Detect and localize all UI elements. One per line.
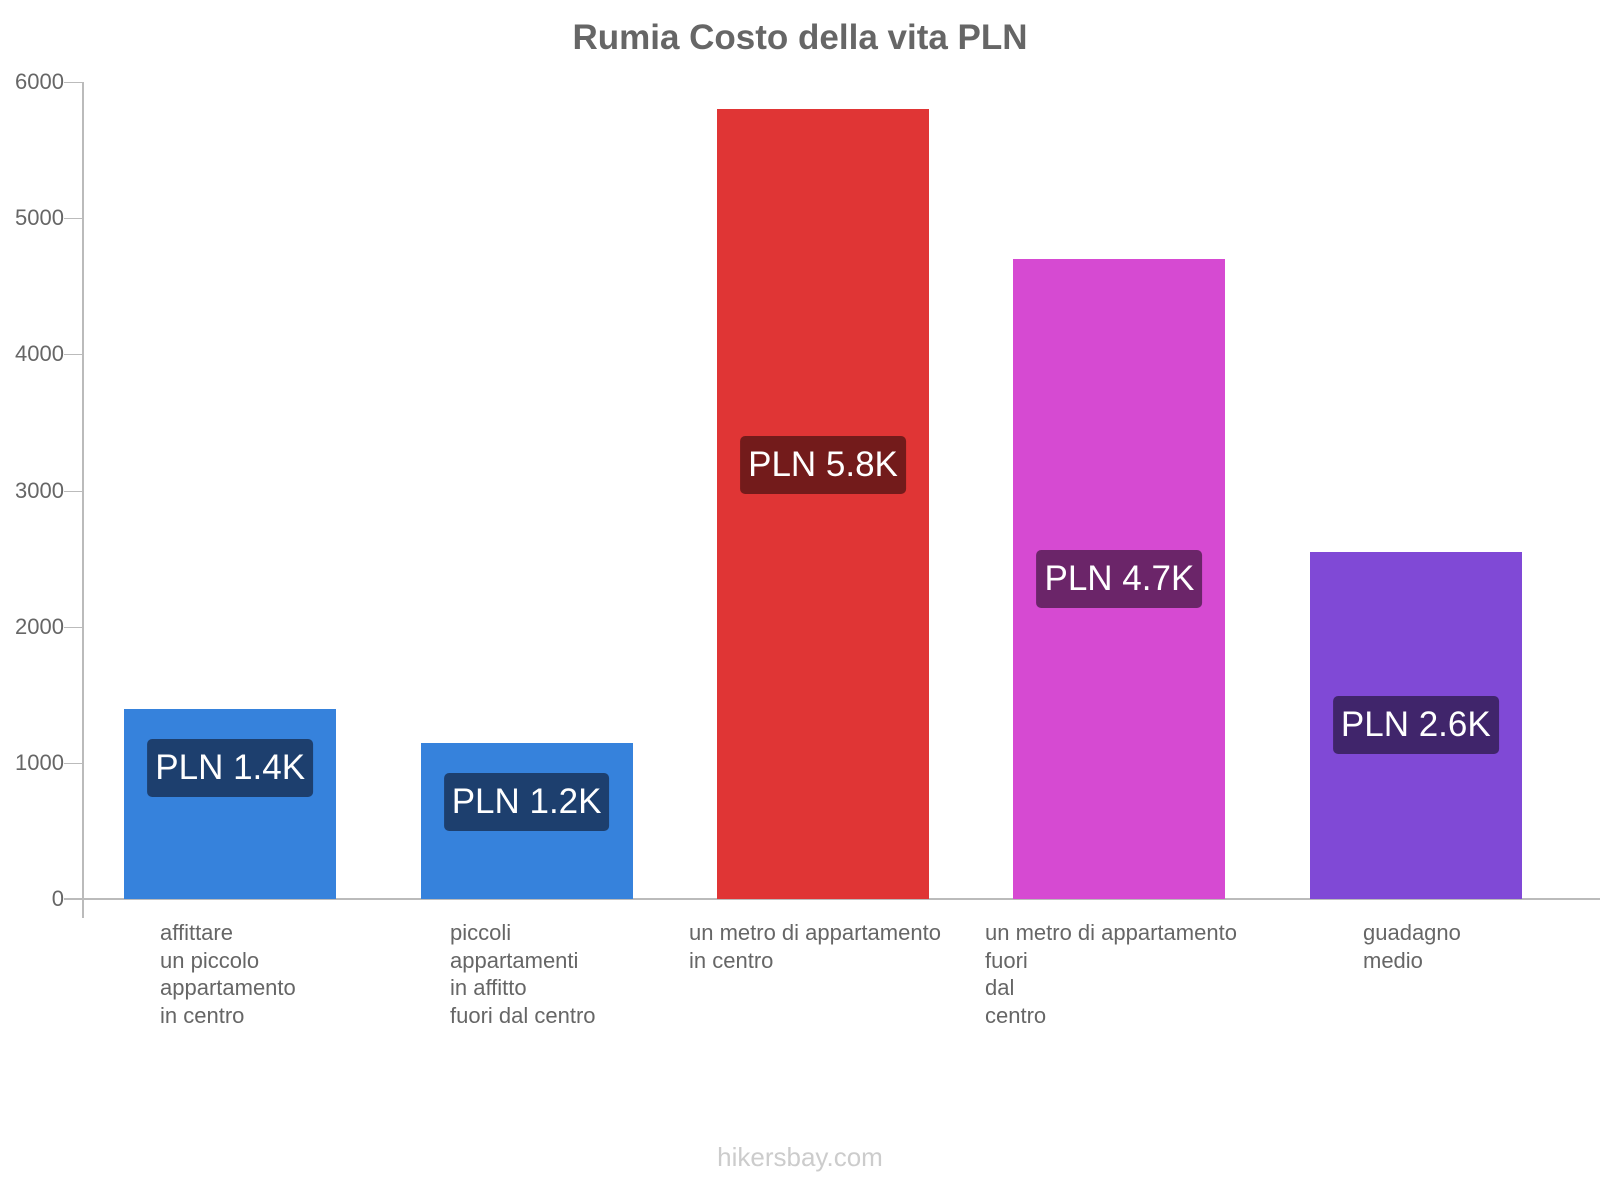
bar-value-label: PLN 5.8K [740, 435, 906, 494]
y-tick-label: 5000 [15, 205, 64, 231]
bar-value-label: PLN 4.7K [1036, 550, 1203, 608]
y-tick-label: 2000 [15, 613, 64, 639]
watermark: hikersbay.com [717, 1142, 883, 1172]
y-tick-label: 6000 [15, 69, 64, 94]
bar-value-label: PLN 2.6K [1332, 696, 1499, 755]
x-category-label: guadagno medio [1363, 920, 1461, 973]
y-tick-mark [64, 218, 82, 220]
x-category-label: piccoli appartamenti in affitto fuori da… [450, 920, 596, 1028]
y-tick-mark [64, 490, 82, 492]
y-tick-label: 1000 [15, 749, 64, 775]
y-tick-mark [64, 762, 82, 764]
y-tick-mark [64, 626, 82, 628]
bar-value-label: PLN 1.4K [147, 739, 314, 798]
bar[interactable] [717, 109, 929, 899]
bar-value-label: PLN 1.2K [443, 773, 610, 832]
x-axis-line [64, 898, 1600, 900]
y-tick-label: 0 [51, 886, 64, 911]
y-axis-line [82, 82, 84, 918]
y-tick-label: 4000 [15, 341, 64, 367]
x-category-label: affittare un piccolo appartamento in cen… [160, 920, 296, 1028]
y-tick-mark [64, 82, 82, 83]
y-tick-label: 3000 [15, 477, 64, 503]
chart-title: Rumia Costo della vita PLN [572, 18, 1028, 57]
bar[interactable] [124, 709, 337, 899]
y-tick-mark [64, 354, 82, 356]
x-category-label: un metro di appartamento in centro [689, 920, 941, 973]
x-category-label: un metro di appartamento fuori dal centr… [985, 920, 1237, 1028]
